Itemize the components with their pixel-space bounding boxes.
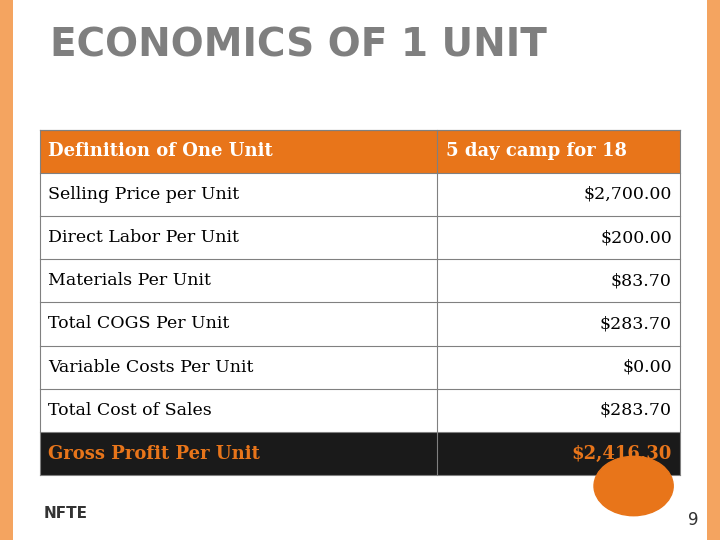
Text: $2,416.30: $2,416.30 (572, 444, 672, 463)
Text: Definition of One Unit: Definition of One Unit (48, 142, 273, 160)
Bar (40, 302, 680, 346)
Text: ECONOMICS OF 1 UNIT: ECONOMICS OF 1 UNIT (50, 27, 547, 65)
Text: Direct Labor Per Unit: Direct Labor Per Unit (48, 229, 239, 246)
Circle shape (594, 456, 673, 516)
Bar (40, 216, 680, 259)
Text: $200.00: $200.00 (600, 229, 672, 246)
Text: Total COGS Per Unit: Total COGS Per Unit (48, 315, 230, 333)
Text: 5 day camp for 18: 5 day camp for 18 (446, 142, 626, 160)
Bar (40, 432, 680, 475)
Text: $2,700.00: $2,700.00 (583, 186, 672, 203)
FancyBboxPatch shape (707, 0, 720, 540)
Bar (40, 346, 680, 389)
Bar (40, 130, 680, 173)
Bar (40, 173, 680, 216)
Text: 9: 9 (688, 511, 698, 529)
Text: Total Cost of Sales: Total Cost of Sales (48, 402, 212, 419)
Text: Gross Profit Per Unit: Gross Profit Per Unit (48, 444, 260, 463)
Text: $283.70: $283.70 (600, 402, 672, 419)
Text: $0.00: $0.00 (622, 359, 672, 376)
Text: Selling Price per Unit: Selling Price per Unit (48, 186, 239, 203)
Text: $283.70: $283.70 (600, 315, 672, 333)
Text: Variable Costs Per Unit: Variable Costs Per Unit (48, 359, 253, 376)
Bar (40, 389, 680, 432)
Bar (40, 259, 680, 302)
Text: $83.70: $83.70 (611, 272, 672, 289)
Text: NFTE: NFTE (43, 505, 87, 521)
Text: Materials Per Unit: Materials Per Unit (48, 272, 211, 289)
FancyBboxPatch shape (0, 0, 13, 540)
